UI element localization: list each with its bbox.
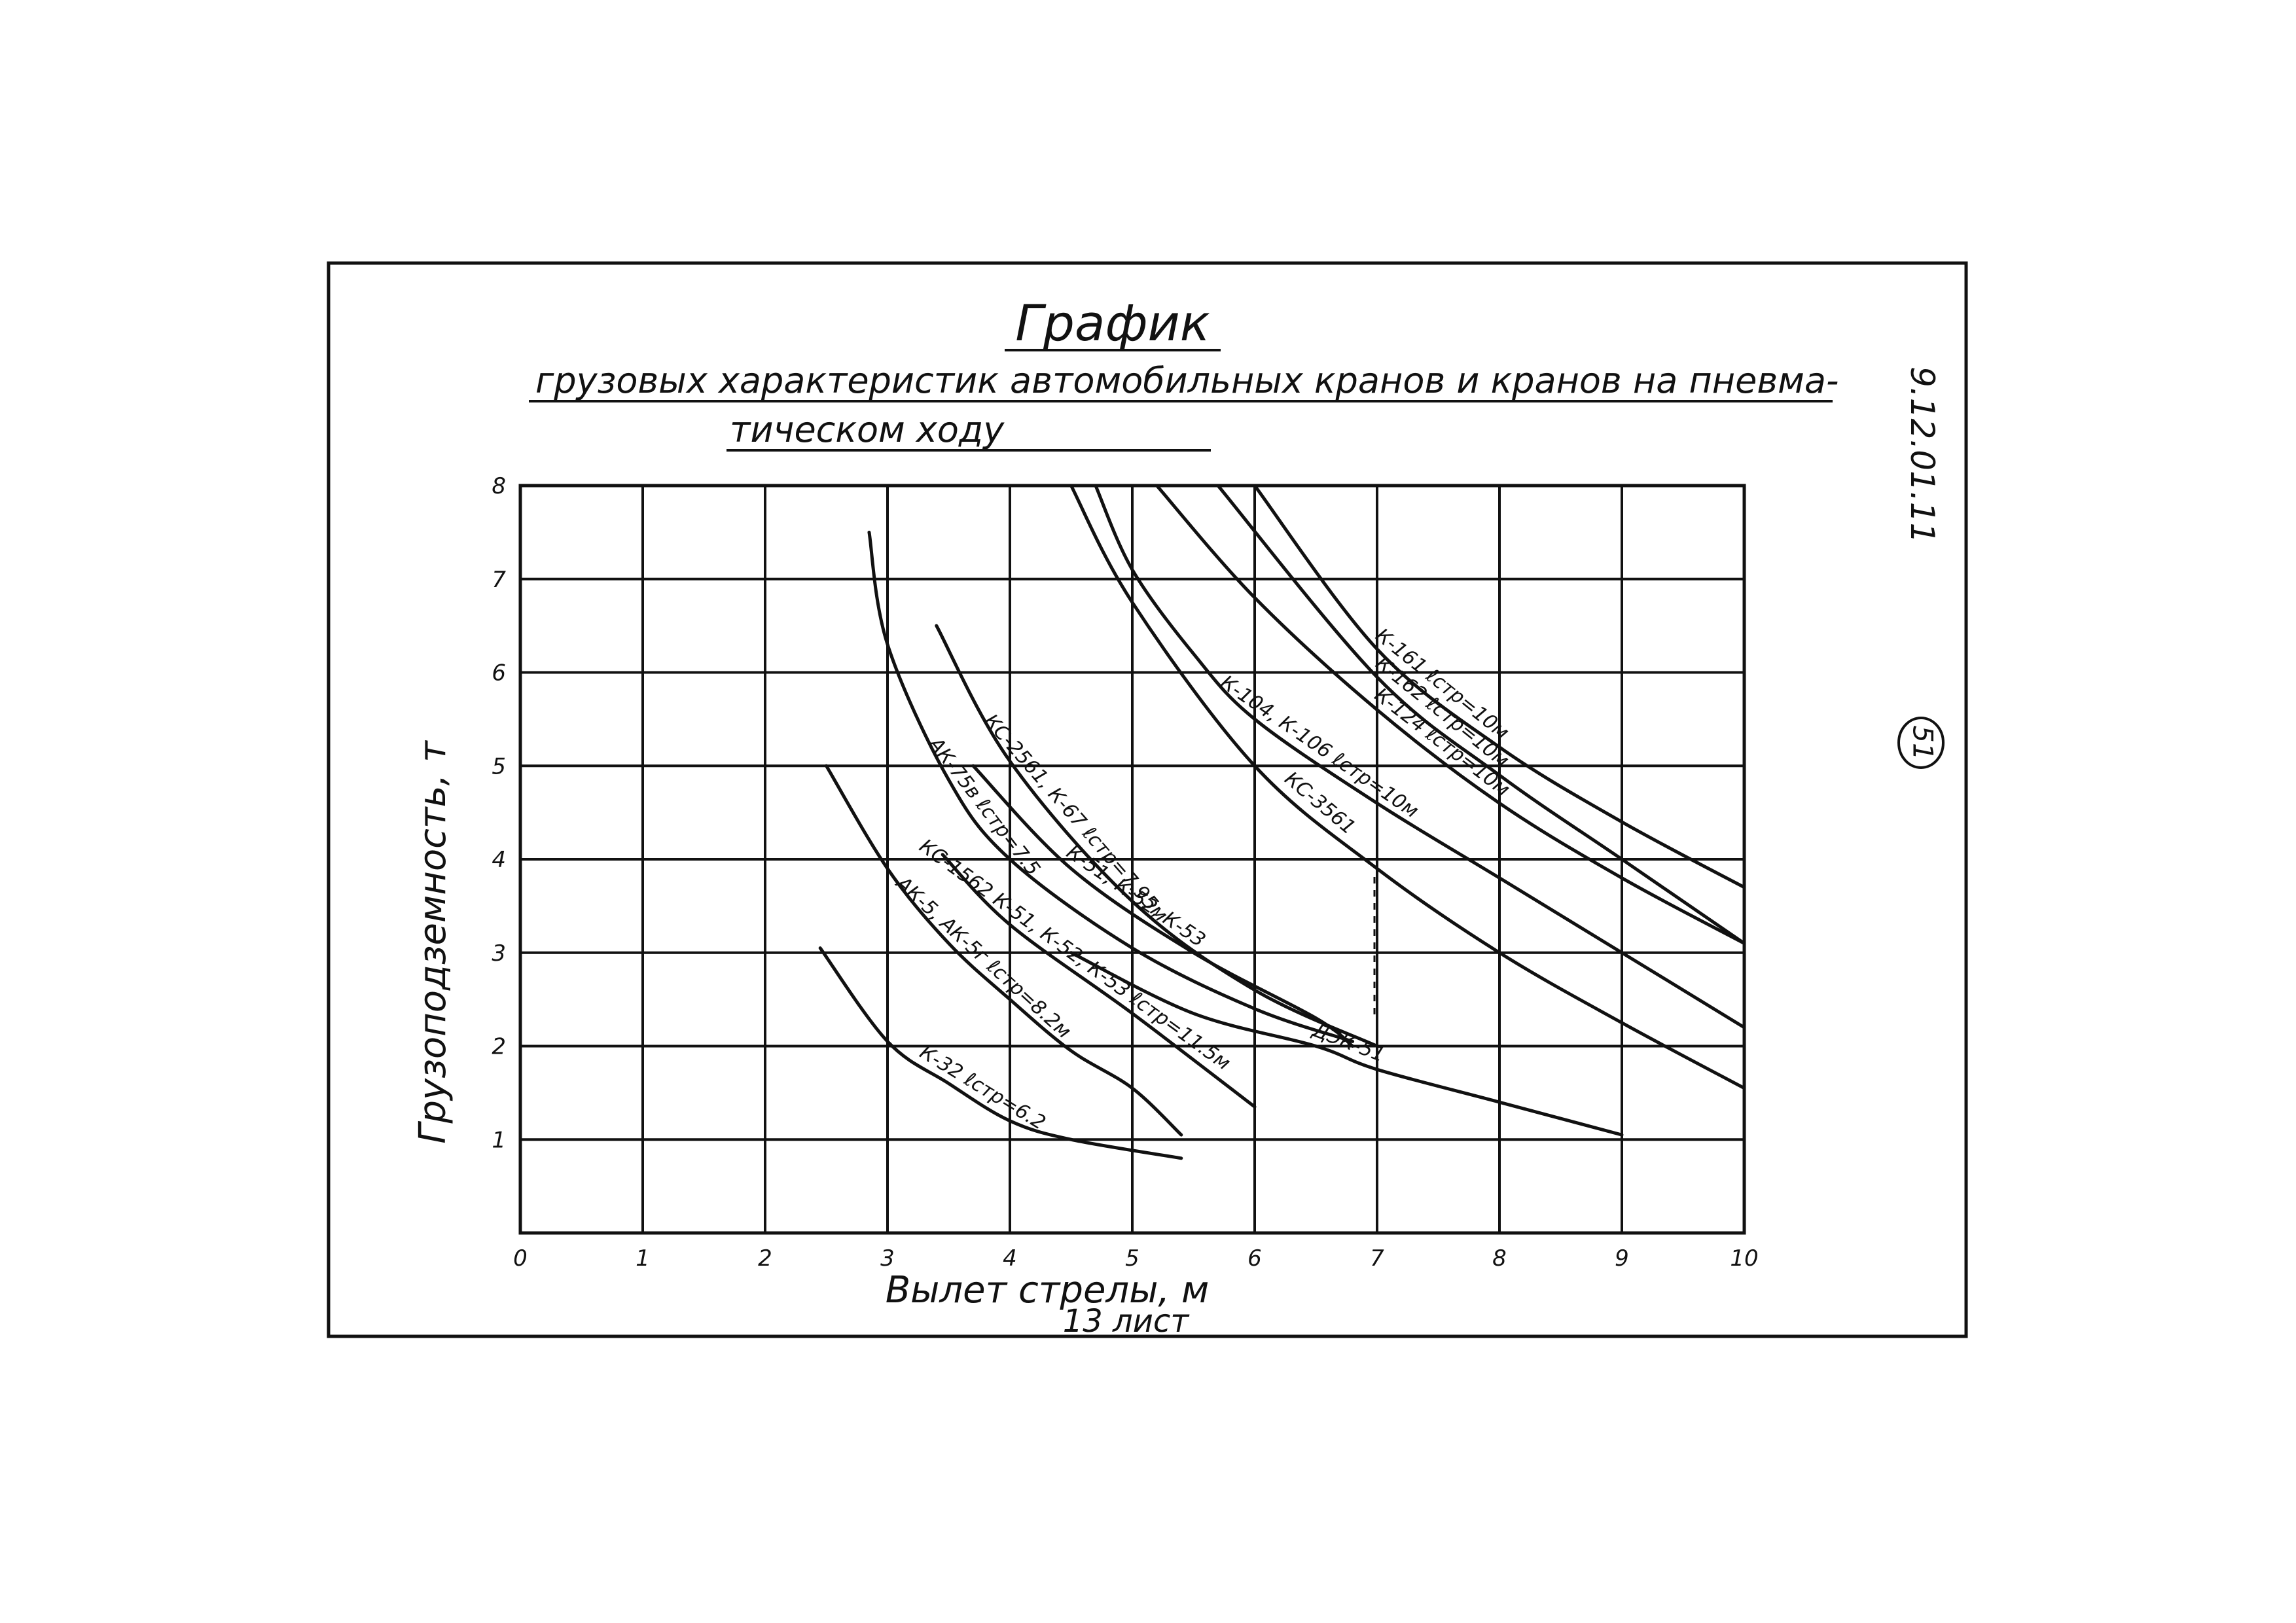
x-axis-label: Вылет стрелы, м [886,1269,1210,1311]
x-tick-label: 2 [758,1245,772,1272]
x-axis-ticks: 0 1 2 3 4 5 6 7 8 9 10 [513,1245,1758,1272]
x-tick-label: 9 [1615,1245,1629,1272]
x-tick-label: 1 [636,1245,650,1272]
series-curve [935,624,1379,1048]
x-tick-label: 3 [880,1245,895,1272]
plot-frame [518,484,1746,1235]
page-number: 51 [1907,725,1939,760]
x-tick-label: 10 [1730,1245,1758,1272]
y-tick-label: 5 [492,753,506,779]
series-label: К-51, К-52, К-53 [1062,841,1210,952]
y-tick-label: 8 [492,473,506,499]
series-curve [1069,951,1624,1137]
series-curve [971,764,1355,1048]
footnote: 13 лист [1063,1303,1191,1340]
sheet-code: 9.12.01.11 [1903,366,1941,543]
series-curve [1094,484,1746,1029]
chart-title: График [1015,294,1210,352]
series-curve [825,764,1183,1137]
sheet-frame [327,261,1968,1338]
x-tick-label: 7 [1370,1245,1384,1272]
y-tick-label: 7 [492,567,506,593]
series-curve [1253,484,1746,889]
x-tick-label: 8 [1492,1245,1507,1272]
y-tick-label: 4 [492,847,506,873]
x-tick-label: 4 [1003,1245,1017,1272]
series-curve [1069,484,1746,1090]
series-curve [867,530,1355,1043]
y-axis-ticks: 1 2 3 4 5 6 7 8 [492,473,506,1153]
grid [520,486,1744,1233]
chart-subtitle-line1: грузовых характеристик автомобильных кра… [535,360,1839,401]
curves [818,484,1746,1160]
x-tick-label: 5 [1125,1245,1139,1272]
series-curve [941,853,1257,1109]
series-curve [818,946,1183,1160]
page-number-stamp: 51 [1897,717,1945,769]
series-curve [1155,484,1746,945]
chart-subtitle-line2: тическом ходу [730,409,1005,450]
x-tick-label: 6 [1247,1245,1262,1272]
y-axis-label: Грузоподземность, т [412,740,454,1144]
y-tick-label: 1 [492,1127,506,1153]
series-curve [1216,484,1746,945]
series-label: К-32 ℓстр=6.2 [916,1041,1049,1135]
y-tick-label: 3 [492,940,506,967]
y-tick-label: 2 [492,1034,506,1060]
x-tick-label: 0 [513,1245,528,1272]
y-tick-label: 6 [492,660,506,687]
